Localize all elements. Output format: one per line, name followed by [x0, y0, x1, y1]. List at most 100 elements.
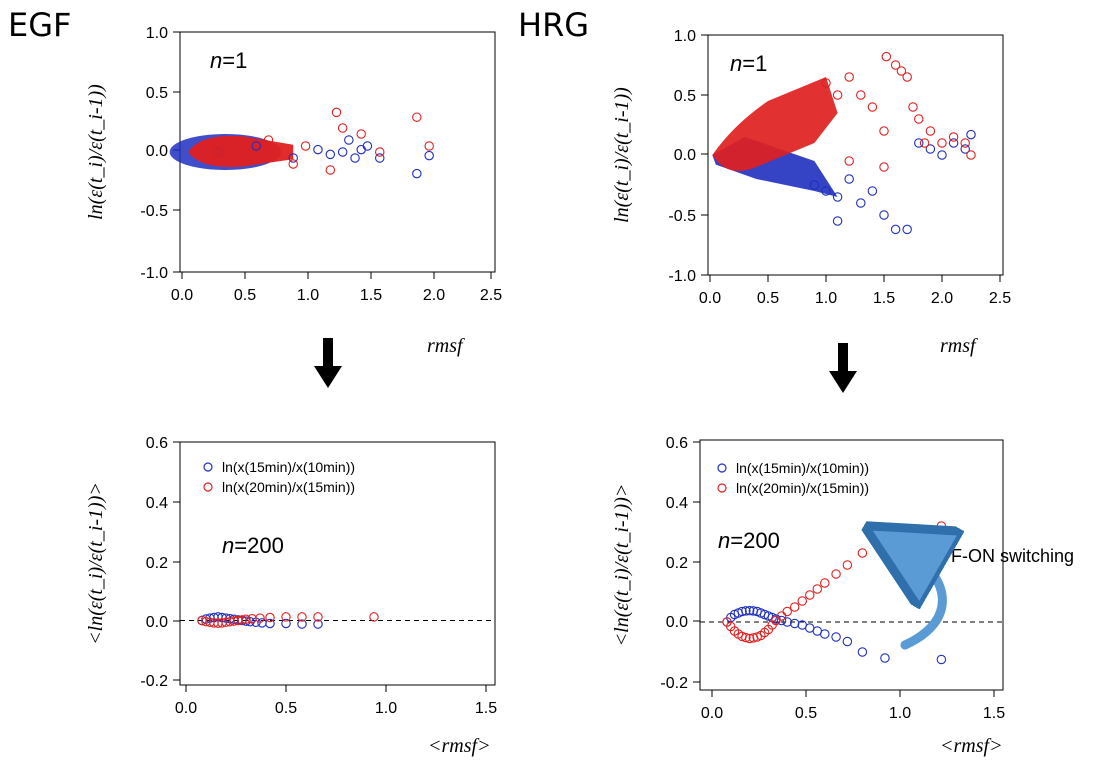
red-data-point [313, 612, 323, 622]
blue-data-point [879, 210, 889, 220]
red-data-point [857, 548, 868, 558]
blue-data-point [776, 615, 787, 626]
red-point-cloud [188, 135, 294, 167]
red-data-point [831, 569, 841, 579]
x-tick-label: 1.5 [360, 287, 382, 304]
x-tick-label: 0.0 [701, 705, 723, 722]
down-arrow-icon [829, 343, 857, 393]
red-data-point [948, 132, 959, 142]
down-arrow-icon [314, 338, 342, 388]
x-tick-label: 1.5 [873, 290, 895, 307]
red-data-point [255, 613, 265, 623]
x-tick-label: 1.0 [375, 700, 397, 717]
blue-data-point [737, 606, 747, 617]
red-data-point [844, 156, 854, 166]
red-data-point [844, 72, 854, 82]
legend-marker [717, 463, 727, 473]
chart-hrg_n200: 0.0 0.5 1.0 1.5 0.6 0.4 0.2 0.0 -0.2 n=200 <rmsf> <… [611, 435, 1074, 757]
legend-marker [717, 483, 727, 493]
plot-frame [179, 441, 496, 686]
x-tick-label: 0.0 [699, 290, 721, 307]
blue-data-point [344, 135, 354, 145]
blue-data-point [844, 174, 854, 184]
blue-data-point [856, 198, 866, 208]
red-data-point [960, 138, 970, 148]
red-data-point [337, 123, 348, 133]
y-tick-label: -0.5 [668, 208, 696, 225]
blue-data-point [251, 141, 261, 151]
y-tick-label: -1.0 [668, 268, 696, 285]
x-tick-label: 0.5 [275, 700, 297, 717]
red-data-point [412, 112, 422, 122]
y-axis-label: <ln(ε(t_i)/ε(t_i-1))> [85, 482, 107, 645]
blue-data-point [936, 654, 947, 665]
plot-frame [699, 439, 1004, 691]
y-tick-label: -1.0 [140, 265, 168, 282]
y-tick-label: 0.5 [146, 85, 168, 102]
red-data-point [241, 614, 251, 625]
blue-data-point [809, 180, 820, 190]
sample-size-label: n=200 [718, 528, 780, 553]
x-tick-label: 0.5 [757, 290, 779, 307]
x-tick-label: 0.5 [234, 287, 256, 304]
legend-label: ln(x(20min)/x(15min)) [222, 479, 355, 495]
plot-frame [707, 34, 1004, 276]
blue-data-point [412, 168, 422, 179]
x-tick-label: 2.5 [989, 290, 1011, 307]
blue-data-point [313, 619, 323, 629]
red-data-point [237, 615, 247, 625]
blue-data-point [741, 606, 751, 616]
blue-data-point [281, 618, 291, 629]
red-data-point [896, 66, 907, 76]
x-tick-label: 0.0 [171, 287, 193, 304]
blue-data-point [744, 605, 755, 616]
blue-data-point [831, 632, 841, 642]
x-tick-label: 0.5 [795, 705, 817, 722]
blue-data-point [782, 617, 792, 627]
blue-data-point [424, 150, 434, 161]
red-data-point [789, 602, 800, 612]
blue-data-point [356, 144, 366, 155]
blue-data-point [337, 147, 348, 157]
blue-data-point [948, 138, 959, 148]
x-tick-label: 1.5 [475, 700, 497, 717]
red-data-point [297, 612, 307, 622]
red-data-point [914, 114, 924, 124]
blue-data-point [857, 647, 868, 657]
blue-data-point [832, 216, 843, 226]
red-data-point [744, 633, 755, 644]
x-tick-label: 2.0 [931, 290, 953, 307]
y-tick-label: 0.6 [146, 435, 168, 452]
red-data-point [879, 126, 889, 136]
red-data-point [820, 578, 830, 588]
red-data-point [812, 584, 823, 594]
blue-data-point [375, 153, 385, 163]
y-tick-label: 0.4 [666, 495, 688, 512]
blue-data-point [265, 618, 275, 629]
y-tick-label: 0.0 [146, 614, 168, 631]
x-tick-label: 1.0 [297, 287, 319, 304]
red-data-point [919, 138, 930, 148]
red-data-point [937, 138, 947, 148]
red-data-point [867, 102, 878, 112]
red-data-point [214, 147, 224, 157]
y-tick-label: 0.0 [674, 147, 696, 164]
blue-data-point [257, 618, 267, 628]
red-data-point [331, 107, 342, 118]
blue-data-point [832, 192, 843, 202]
x-axis-label: <rmsf> [428, 735, 491, 757]
blue-data-point [821, 186, 831, 196]
curved-arrow-icon [903, 548, 942, 650]
y-tick-label: -0.5 [140, 203, 168, 220]
y-tick-label: 0.5 [674, 88, 696, 105]
blue-data-point [960, 144, 970, 154]
y-tick-label: 1.0 [146, 25, 168, 42]
sample-size-label: n=200 [222, 533, 284, 558]
blue-data-point [789, 618, 800, 629]
x-tick-label: 2.0 [423, 287, 445, 304]
sample-size-label: n=1 [730, 51, 767, 76]
chart-egf_n200: 0.0 0.5 1.0 1.5 0.6 0.4 0.2 0.0 -0.2 n=200 <rmsf> <… [85, 435, 497, 757]
chart-hrg_n1: 0.0 0.5 1.0 1.5 2.0 2.5 1.0 0.5 0.0 -0.5 -1.0 n=1 rm… [611, 28, 1011, 357]
blue-data-point [937, 150, 947, 160]
legend-marker [203, 462, 213, 472]
